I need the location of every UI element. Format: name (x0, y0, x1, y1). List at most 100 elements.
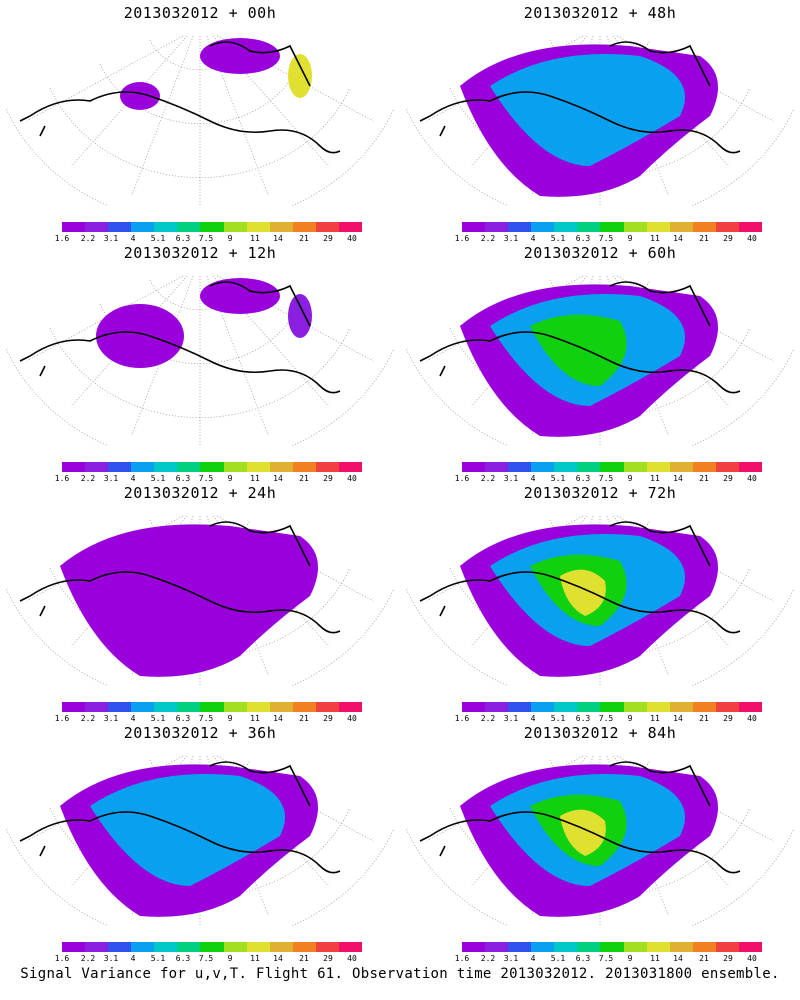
colorbar-swatch (600, 462, 624, 472)
polar-map (405, 755, 795, 926)
colorbar-label: 11 (650, 234, 660, 243)
colorbar-label: 5.1 (150, 954, 166, 963)
colorbar (62, 222, 363, 232)
colorbar-swatch (738, 222, 763, 232)
colorbar-swatch (292, 942, 316, 952)
polar-map (5, 515, 395, 686)
coastline (419, 521, 741, 634)
colorbar-label: 9 (627, 234, 633, 243)
colorbar-swatch (154, 222, 178, 232)
colorbar-label: 2.2 (80, 954, 96, 963)
colorbar-label: 5.1 (550, 954, 566, 963)
colorbar-swatch (485, 462, 509, 472)
colorbar-label: 1.6 (54, 954, 70, 963)
colorbar-label: 14 (273, 714, 283, 723)
colorbar-labels: 1.6 2.2 3.1 4 5.1 6.3 7.5 9 11 14 21 29 40 (50, 714, 370, 726)
colorbar-swatch (646, 702, 670, 712)
colorbar-label: 6.3 (575, 234, 591, 243)
colorbar-swatch (600, 702, 624, 712)
colorbar-label: 29 (323, 954, 333, 963)
colorbar-swatch (692, 702, 716, 712)
colorbar-swatch (62, 942, 86, 952)
colorbar-label: 29 (723, 714, 733, 723)
colorbar-swatch (315, 702, 339, 712)
figure-caption: Signal Variance for u,v,T. Flight 61. Ob… (20, 966, 780, 982)
coastline (19, 521, 341, 634)
colorbar-label: 2.2 (480, 954, 496, 963)
colorbar-label: 5.1 (150, 714, 166, 723)
variance-field (96, 278, 312, 368)
colorbar-label: 29 (323, 234, 333, 243)
colorbar-swatch (646, 942, 670, 952)
colorbar-swatch (269, 222, 293, 232)
colorbar-swatch (131, 222, 155, 232)
colorbar-label: 7.5 (598, 714, 614, 723)
colorbar-label: 3.1 (503, 474, 519, 483)
colorbar-swatch (108, 462, 132, 472)
colorbar-swatch (485, 942, 509, 952)
colorbar-label: 21 (299, 474, 309, 483)
colorbar-label: 40 (347, 714, 357, 723)
colorbar-label: 40 (747, 714, 757, 723)
map-panel: 2013032012 + 24h 1.6 2.2 3.1 4 5.1 6.3 7.5 9 11 14… (0, 480, 400, 723)
colorbar-label: 7.5 (598, 474, 614, 483)
colorbar (462, 222, 763, 232)
colorbar-labels: 1.6 2.2 3.1 4 5.1 6.3 7.5 9 11 14 21 29 40 (450, 474, 770, 486)
colorbar-label: 6.3 (175, 474, 191, 483)
colorbar-swatch (669, 222, 693, 232)
colorbar-label: 1.6 (454, 234, 470, 243)
colorbar-swatch (62, 702, 86, 712)
colorbar-swatch (338, 942, 363, 952)
colorbar-swatch (738, 942, 763, 952)
colorbar-swatch (715, 462, 739, 472)
colorbar-label: 6.3 (575, 954, 591, 963)
colorbar-labels: 1.6 2.2 3.1 4 5.1 6.3 7.5 9 11 14 21 29 40 (50, 954, 370, 966)
colorbar-swatch (462, 462, 486, 472)
map-panel: 2013032012 + 48h 1.6 2.2 3.1 4 5.1 6.3 7.5 9 11 14… (400, 0, 800, 243)
colorbar-swatch (246, 462, 270, 472)
colorbar-label: 7.5 (198, 474, 214, 483)
colorbar-label: 14 (673, 474, 683, 483)
colorbar-label: 11 (650, 474, 660, 483)
colorbar-label: 14 (673, 234, 683, 243)
colorbar-swatch (715, 702, 739, 712)
colorbar-swatch (338, 702, 363, 712)
colorbar-label: 9 (627, 954, 633, 963)
colorbar-label: 40 (747, 234, 757, 243)
polar-map (5, 35, 395, 206)
colorbar-label: 5.1 (550, 714, 566, 723)
colorbar-swatch (338, 462, 363, 472)
colorbar-swatch (338, 222, 363, 232)
colorbar-swatch (177, 942, 201, 952)
colorbar-label: 7.5 (198, 714, 214, 723)
colorbar-swatch (738, 462, 763, 472)
colorbar-labels: 1.6 2.2 3.1 4 5.1 6.3 7.5 9 11 14 21 29 40 (450, 714, 770, 726)
colorbar-label: 6.3 (175, 714, 191, 723)
colorbar-swatch (315, 462, 339, 472)
colorbar-swatch (508, 702, 532, 712)
colorbar-label: 9 (227, 714, 233, 723)
colorbar-swatch (177, 702, 201, 712)
colorbar-swatch (715, 222, 739, 232)
panel-title: 2013032012 + 84h (523, 724, 677, 742)
colorbar-label: 7.5 (598, 954, 614, 963)
coastline (419, 761, 741, 874)
colorbar-swatch (669, 702, 693, 712)
colorbar-label: 7.5 (198, 234, 214, 243)
colorbar-swatch (85, 462, 109, 472)
colorbar-swatch (246, 702, 270, 712)
colorbar-label: 5.1 (550, 474, 566, 483)
colorbar-swatch (200, 462, 224, 472)
map-panel: 2013032012 + 36h 1.6 2.2 3.1 4 5.1 6.3 7.5 9 11 14… (0, 720, 400, 963)
polar-map (405, 35, 795, 206)
colorbar-label: 40 (347, 234, 357, 243)
colorbar-label: 29 (723, 234, 733, 243)
colorbar-swatch (269, 702, 293, 712)
colorbar-swatch (554, 702, 578, 712)
colorbar-label: 21 (699, 474, 709, 483)
colorbar-swatch (131, 702, 155, 712)
colorbar-label: 1.6 (54, 234, 70, 243)
coastline (19, 281, 341, 394)
colorbar-label: 4 (530, 954, 536, 963)
colorbar-labels: 1.6 2.2 3.1 4 5.1 6.3 7.5 9 11 14 21 29 40 (450, 954, 770, 966)
